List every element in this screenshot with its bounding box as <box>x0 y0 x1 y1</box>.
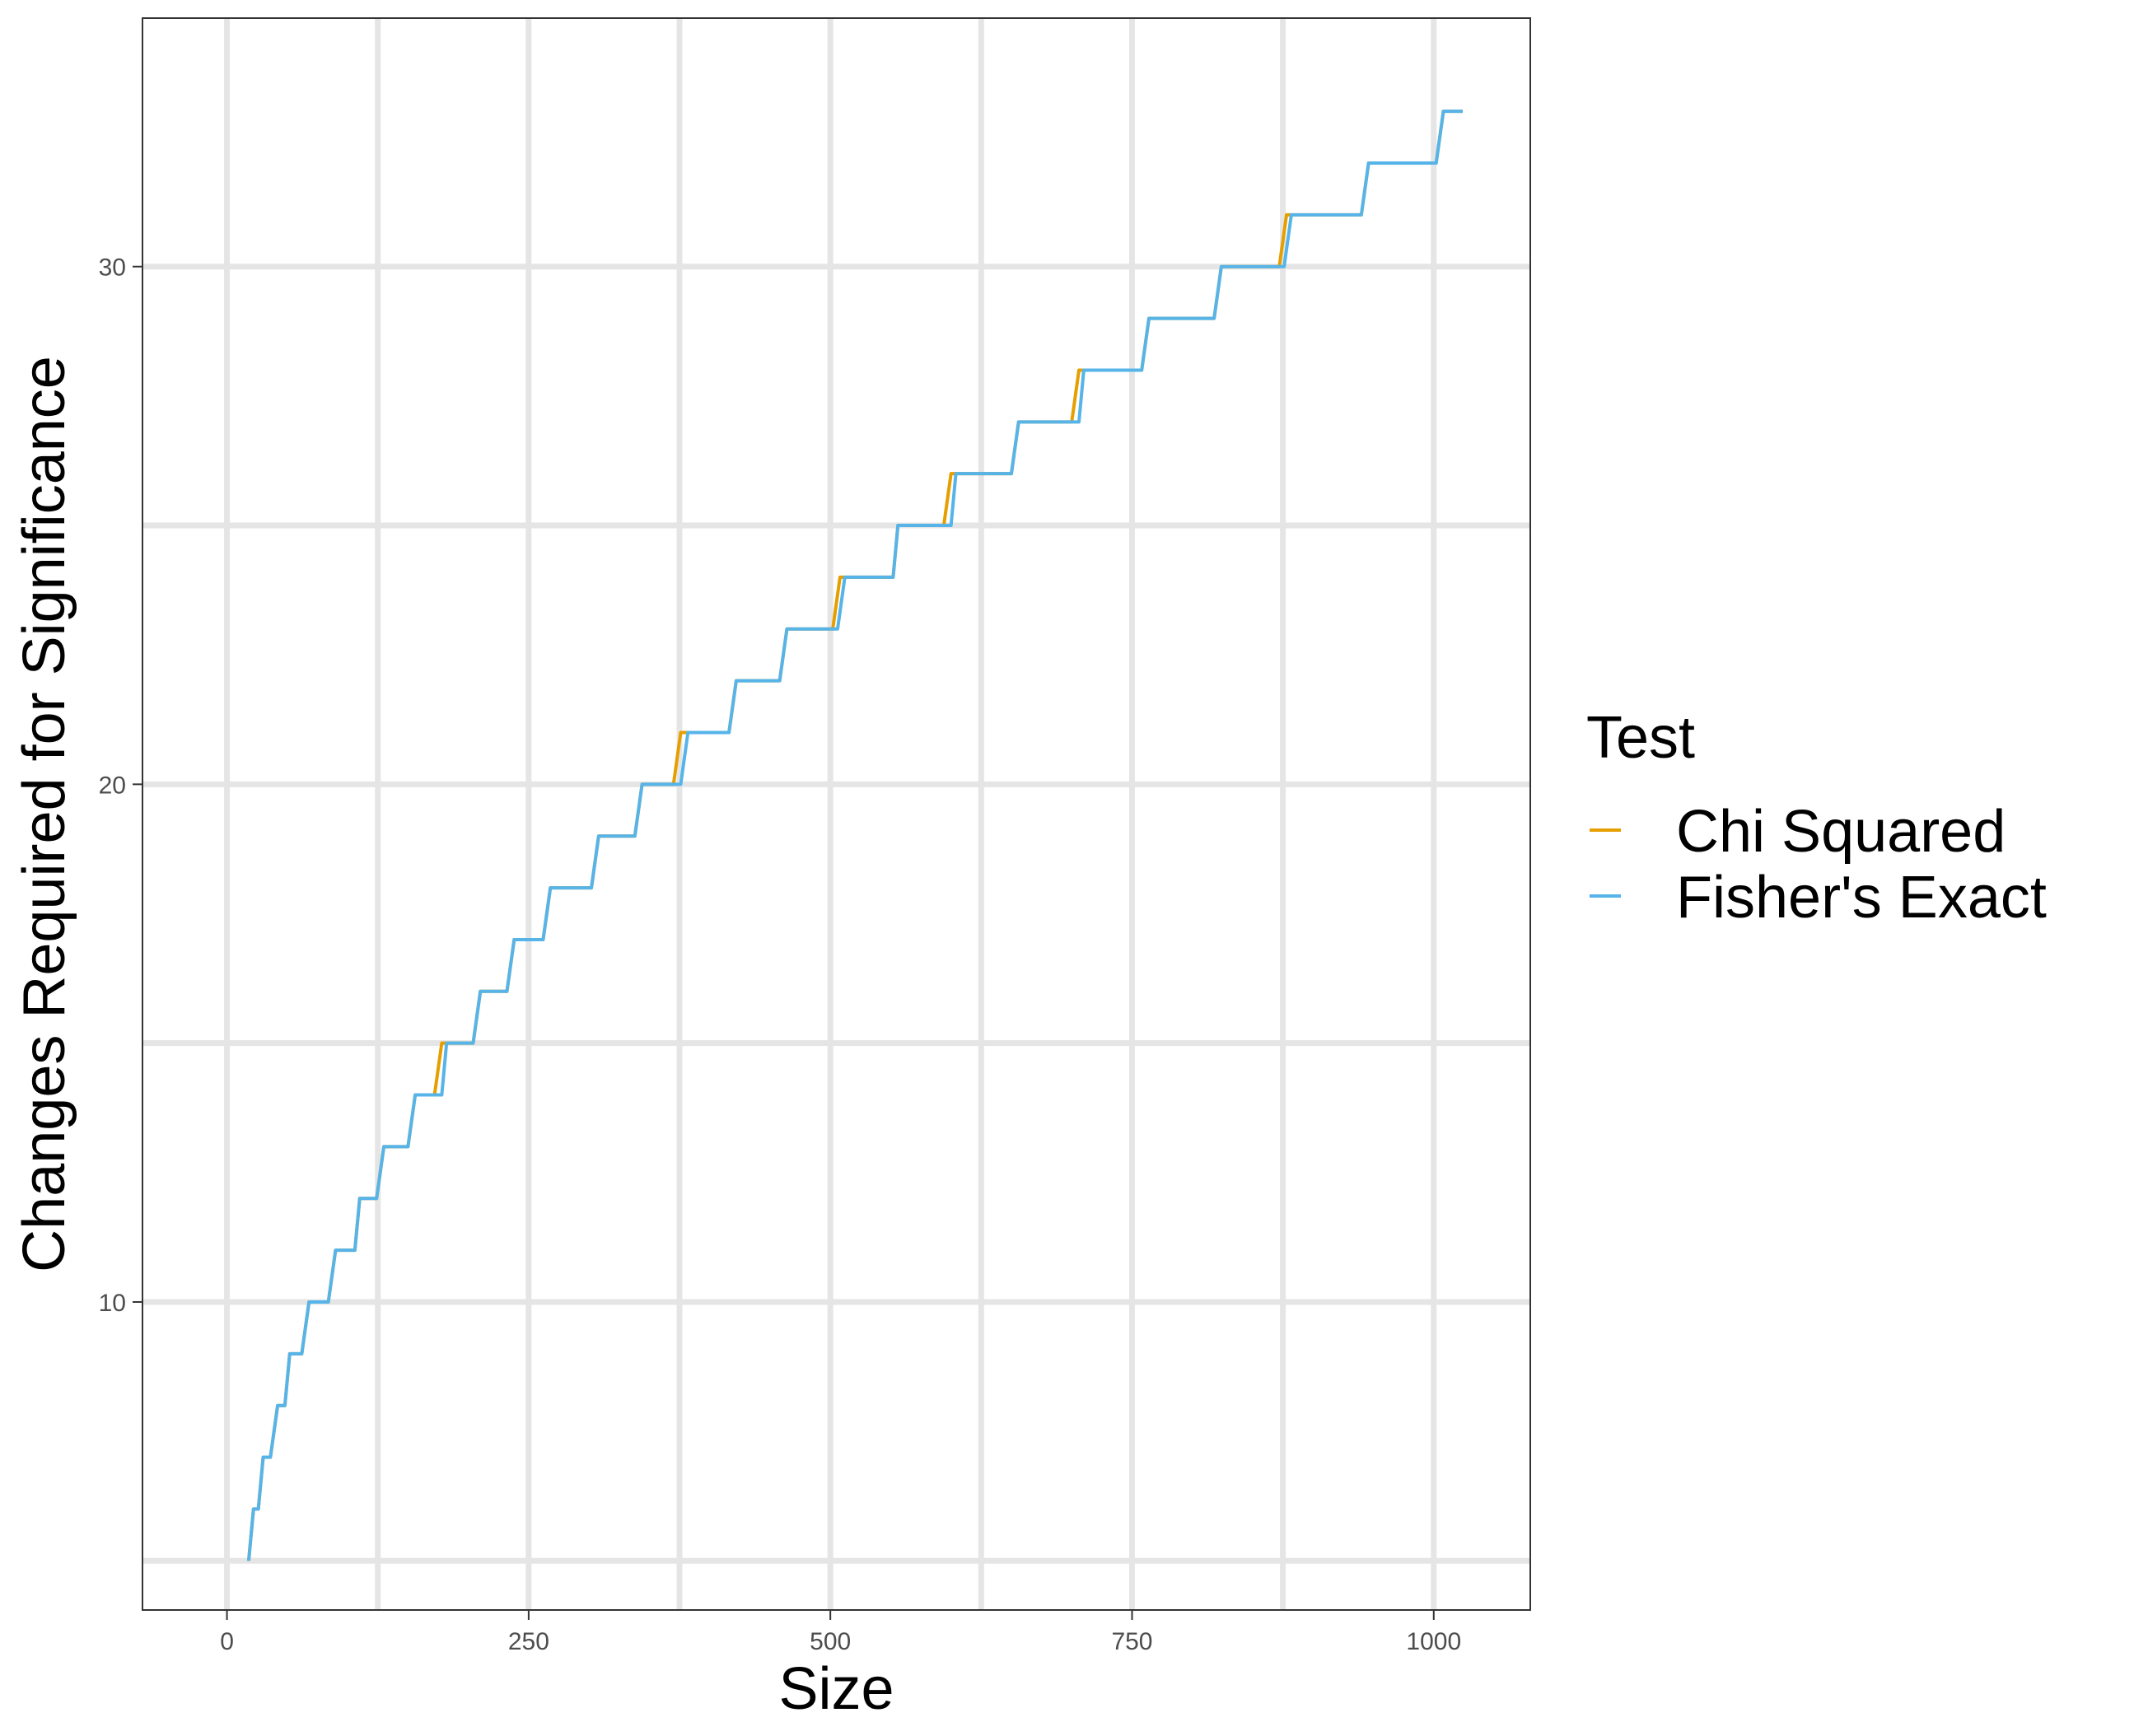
x-tick-label: 250 <box>508 1628 549 1655</box>
y-axis: 10 20 30 <box>99 254 142 1317</box>
legend-label-0: Chi Squared <box>1676 799 2006 865</box>
x-tick-label: 0 <box>220 1628 234 1655</box>
legend-title: Test <box>1586 705 1695 771</box>
x-axis-title: Size <box>778 1656 894 1722</box>
y-tick-label: 30 <box>99 254 126 282</box>
x-tick-label: 500 <box>810 1628 851 1655</box>
x-tick-label: 750 <box>1111 1628 1152 1655</box>
x-tick-label: 1000 <box>1406 1628 1461 1655</box>
x-axis: 0 250 500 750 1000 <box>220 1610 1461 1655</box>
y-axis-title: Changes Required for Significance <box>12 356 77 1272</box>
legend-label-1: Fisher's Exact <box>1676 865 2047 931</box>
y-tick-label: 20 <box>99 772 126 799</box>
y-tick-label: 10 <box>99 1290 126 1317</box>
series-layer <box>246 110 1463 1561</box>
series-line-1 <box>246 110 1463 1561</box>
panel-border <box>142 17 1531 1611</box>
grid-lines <box>142 18 1530 1610</box>
